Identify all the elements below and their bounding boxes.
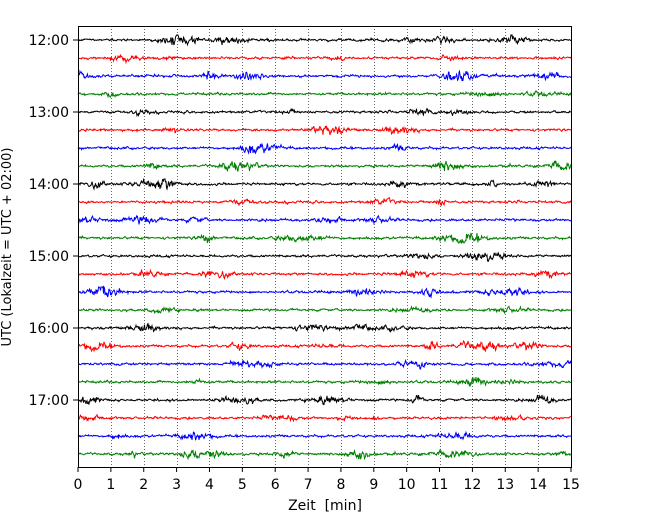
trace-1415 [77, 197, 572, 207]
trace-1445 [77, 232, 572, 244]
trace-1245 [77, 89, 572, 99]
x-tick-label: 8 [336, 477, 345, 493]
x-tick-label: 3 [172, 477, 181, 493]
y-tick-label: 17:00 [29, 393, 69, 409]
x-tick-label: 4 [205, 477, 214, 493]
trace-1500 [77, 251, 572, 263]
x-tick-label: 14 [529, 477, 547, 493]
x-tick-label: 2 [139, 477, 148, 493]
trace-1430 [77, 214, 572, 225]
trace-1200 [77, 33, 572, 47]
trace-1300 [77, 107, 572, 118]
trace-1700 [77, 394, 572, 406]
y-tick-label: 13:00 [29, 105, 69, 121]
x-tick-label: 0 [74, 477, 83, 493]
plot-frame [78, 26, 572, 468]
x-tick-label: 12 [463, 477, 481, 493]
trace-1345 [77, 160, 572, 173]
x-tick-label: 15 [562, 477, 580, 493]
x-axis: 0 1 2 3 4 5 6 7 8 9 10 11 12 13 14 15 [74, 467, 580, 493]
trace-1615 [77, 339, 572, 353]
y-axis-label: UTC (Lokalzeit = UTC + 02:00) [0, 148, 15, 347]
x-tick-label: 5 [238, 477, 247, 493]
trace-1530 [77, 285, 572, 299]
x-tick-label: 7 [304, 477, 313, 493]
trace-1230 [77, 69, 572, 82]
x-tick-label: 10 [398, 477, 416, 493]
x-tick-label: 1 [106, 477, 115, 493]
x-axis-label: Zeit [min] [288, 498, 362, 514]
trace-1715 [77, 413, 572, 423]
trace-1745 [77, 448, 572, 461]
trace-1515 [77, 268, 572, 281]
y-axis: 12:00 13:00 14:00 15:00 16:00 17:00 [29, 33, 78, 409]
x-tick-label: 11 [431, 477, 449, 493]
y-tick-label: 12:00 [29, 33, 69, 49]
y-tick-label: 16:00 [29, 321, 69, 337]
y-tick-label: 15:00 [29, 249, 69, 265]
trace-1645 [77, 376, 572, 387]
y-tick-label: 14:00 [29, 177, 69, 193]
trace-1215 [77, 54, 572, 65]
trace-1315 [77, 125, 572, 136]
x-tick-label: 9 [369, 477, 378, 493]
trace-1630 [78, 358, 572, 370]
trace-1400 [77, 177, 572, 191]
x-tick-label: 13 [496, 477, 514, 493]
trace-group [77, 33, 572, 461]
trace-1330 [77, 142, 572, 155]
trace-1600 [77, 322, 572, 333]
trace-1730 [77, 430, 572, 441]
trace-1545 [77, 305, 572, 315]
x-tick-label: 6 [271, 477, 280, 493]
